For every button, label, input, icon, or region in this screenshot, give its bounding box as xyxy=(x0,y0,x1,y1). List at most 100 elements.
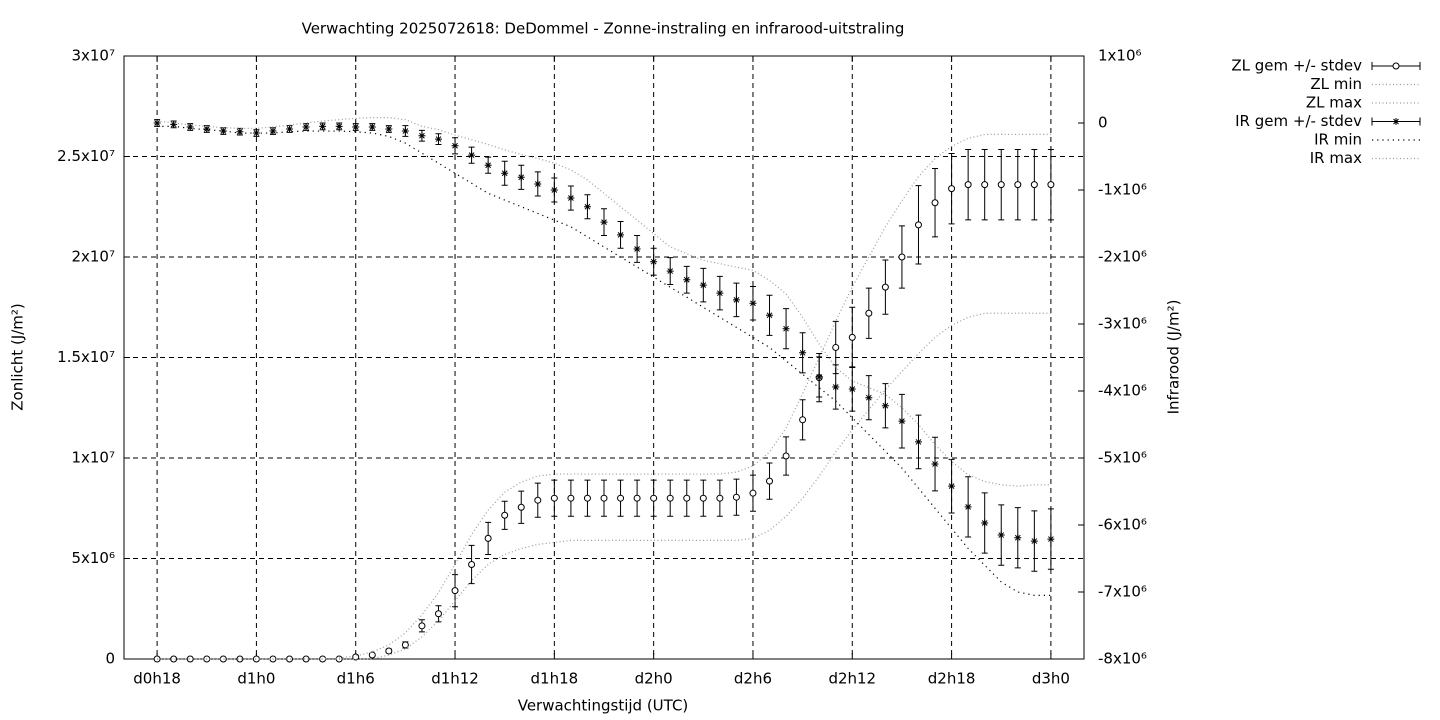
y2-tick-label: -3x10⁶ xyxy=(1098,315,1147,333)
point xyxy=(749,489,757,497)
point xyxy=(948,185,956,193)
legend-label: ZL max xyxy=(1306,94,1362,112)
point xyxy=(319,655,327,663)
point xyxy=(732,493,740,501)
point xyxy=(583,494,591,502)
point xyxy=(434,135,442,143)
y2-tick-label: -1x10⁶ xyxy=(1098,181,1147,199)
point xyxy=(418,132,426,140)
point xyxy=(815,373,823,381)
point xyxy=(319,122,327,130)
point xyxy=(666,267,674,275)
y2-tick-label: 1x10⁶ xyxy=(1098,47,1142,65)
point xyxy=(881,402,889,410)
y-tick-label: 1x10⁷ xyxy=(71,449,115,467)
point xyxy=(401,127,409,135)
point xyxy=(368,123,376,131)
point xyxy=(666,494,674,502)
point xyxy=(1047,181,1055,189)
point xyxy=(170,120,178,128)
legend-marker xyxy=(1392,62,1400,70)
x-tick-label: d1h0 xyxy=(237,670,275,688)
legend-label: IR min xyxy=(1314,131,1362,149)
point xyxy=(550,494,558,502)
y2-tick-label: -6x10⁶ xyxy=(1098,516,1147,534)
point xyxy=(865,309,873,317)
point xyxy=(468,561,476,569)
point xyxy=(782,452,790,460)
point xyxy=(865,394,873,402)
point xyxy=(219,127,227,135)
legend-label: ZL min xyxy=(1310,75,1362,93)
point xyxy=(550,186,558,194)
point xyxy=(948,482,956,490)
point xyxy=(699,281,707,289)
point xyxy=(650,494,658,502)
point xyxy=(683,276,691,284)
x-tick-label: d1h12 xyxy=(431,670,479,688)
point xyxy=(749,299,757,307)
point xyxy=(832,383,840,391)
y-tick-label: 5x10⁶ xyxy=(71,549,115,567)
y-tick-label: 3x10⁷ xyxy=(71,47,115,65)
point xyxy=(766,477,774,485)
point xyxy=(335,122,343,130)
x-tick-label: d2h18 xyxy=(928,670,976,688)
point xyxy=(699,494,707,502)
point xyxy=(997,531,1005,539)
point xyxy=(997,181,1005,189)
point xyxy=(286,655,294,663)
point xyxy=(219,655,227,663)
y2-tick-label: -4x10⁶ xyxy=(1098,382,1147,400)
point xyxy=(600,218,608,226)
point xyxy=(848,385,856,393)
point xyxy=(683,494,691,502)
y2-axis-label: Infrarood (J/m²) xyxy=(1165,300,1183,415)
point xyxy=(385,125,393,133)
point xyxy=(964,503,972,511)
point xyxy=(782,325,790,333)
x-tick-label: d2h6 xyxy=(734,670,772,688)
y-axis-label: Zonlicht (J/m²) xyxy=(9,303,27,411)
x-tick-label: d1h6 xyxy=(337,670,375,688)
point xyxy=(517,503,525,511)
point xyxy=(848,333,856,341)
point xyxy=(534,496,542,504)
point xyxy=(799,349,807,357)
point xyxy=(881,283,889,291)
legend-label: IR gem +/- stdev xyxy=(1235,112,1362,130)
y-tick-label: 2.5x10⁷ xyxy=(57,147,115,165)
y2-tick-label: 0 xyxy=(1098,114,1108,132)
point xyxy=(617,494,625,502)
point xyxy=(583,203,591,211)
point xyxy=(468,151,476,159)
point xyxy=(766,311,774,319)
x-tick-label: d0h18 xyxy=(133,670,181,688)
point xyxy=(567,194,575,202)
point xyxy=(186,123,194,131)
point xyxy=(633,494,641,502)
y2-tick-label: -7x10⁶ xyxy=(1098,583,1147,601)
line-series xyxy=(157,125,1051,596)
y-tick-label: 0 xyxy=(105,650,115,668)
point xyxy=(517,173,525,181)
point xyxy=(1030,181,1038,189)
point xyxy=(501,511,509,519)
point xyxy=(368,651,376,659)
point xyxy=(567,494,575,502)
point xyxy=(832,343,840,351)
point xyxy=(286,125,294,133)
point xyxy=(501,169,509,177)
point xyxy=(732,296,740,304)
point xyxy=(401,641,409,649)
point xyxy=(716,494,724,502)
point xyxy=(236,128,244,136)
point xyxy=(898,253,906,261)
point xyxy=(418,622,426,630)
point xyxy=(716,289,724,297)
point xyxy=(153,119,161,127)
point xyxy=(964,181,972,189)
point xyxy=(269,127,277,135)
